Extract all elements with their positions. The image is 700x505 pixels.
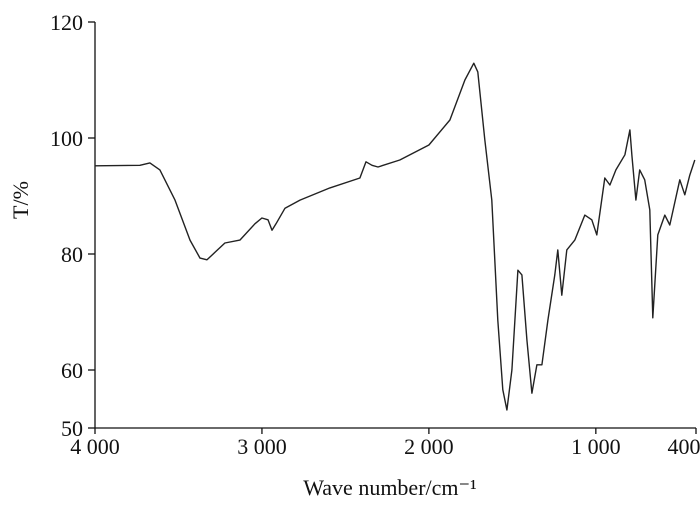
y-tick-label: 80 [61, 242, 83, 267]
y-tick-label: 50 [61, 416, 83, 441]
x-tick-label: 2 000 [404, 434, 454, 459]
x-axis-label: Wave number/cm⁻¹ [303, 475, 476, 500]
y-tick-label: 120 [50, 10, 83, 35]
x-tick-label: 4 000 [70, 434, 120, 459]
y-tick-label: 100 [50, 126, 83, 151]
x-tick-label: 3 000 [237, 434, 287, 459]
spectrum-line [94, 62, 696, 411]
y-axis-label: T/% [8, 181, 33, 219]
y-tick-label: 60 [61, 358, 83, 383]
x-tick-label: 400 [668, 434, 700, 459]
x-tick-label: 1 000 [571, 434, 621, 459]
